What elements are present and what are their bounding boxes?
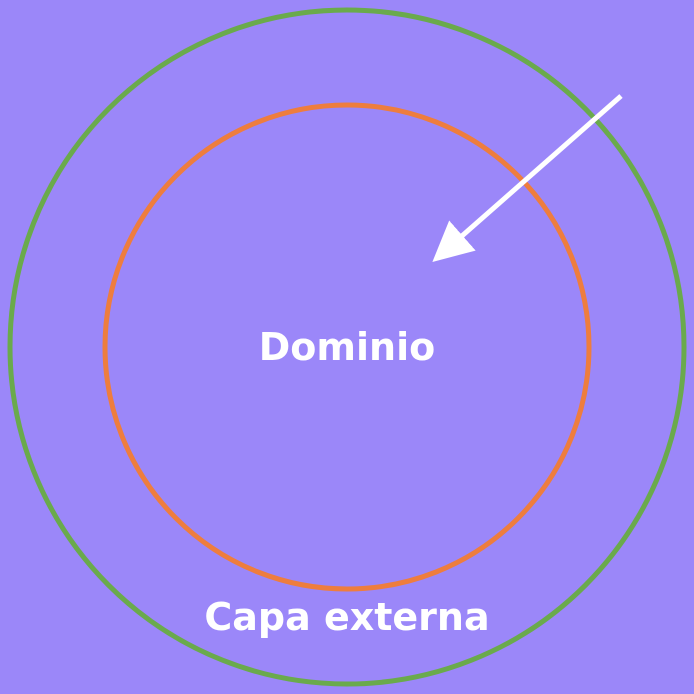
arrow: [432, 94, 623, 262]
outer-layer-ring: [7, 7, 687, 687]
domain-ring: [102, 102, 592, 592]
outer-layer-label: Capa externa: [204, 595, 490, 639]
domain-label: Dominio: [258, 325, 436, 369]
